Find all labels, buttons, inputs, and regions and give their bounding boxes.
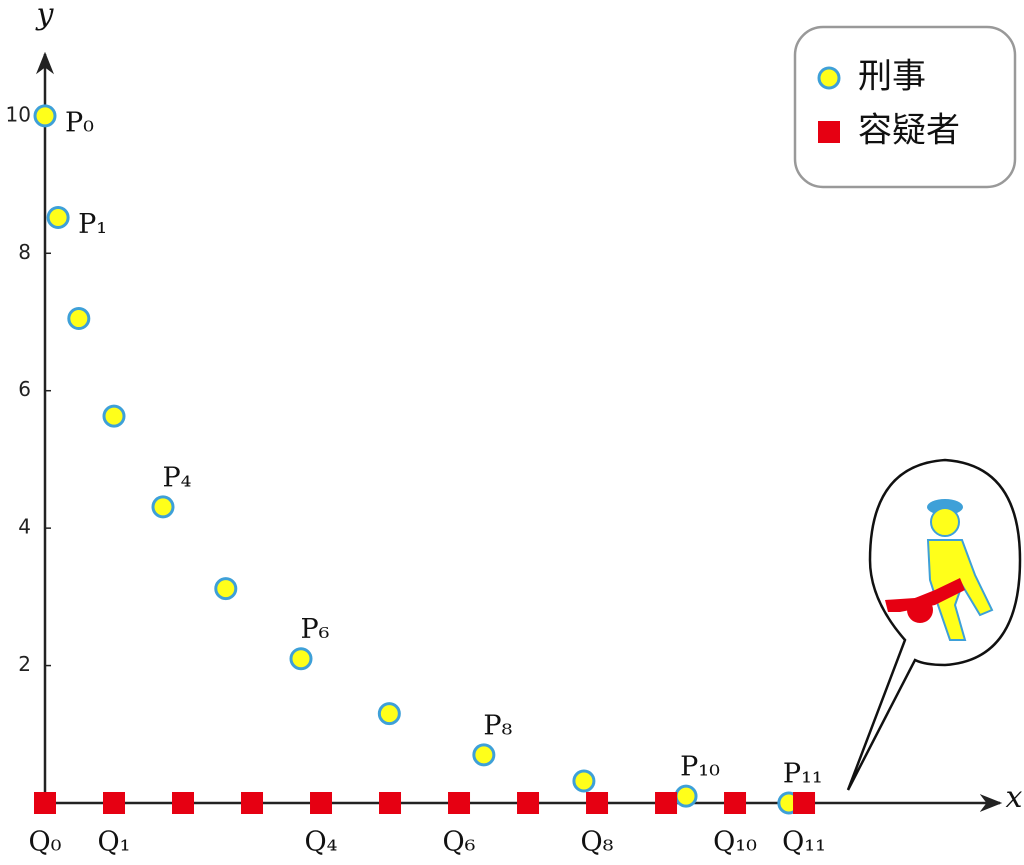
suspect-marker bbox=[172, 792, 195, 814]
y-tick-label: 8 bbox=[18, 240, 31, 264]
suspect-marker bbox=[793, 792, 816, 814]
detective-marker bbox=[151, 495, 175, 519]
detective-marker bbox=[472, 743, 496, 767]
detective-marker bbox=[674, 784, 698, 808]
suspect-marker bbox=[241, 792, 264, 814]
point-label: Q₁₀ bbox=[713, 827, 757, 858]
detective-marker bbox=[572, 769, 596, 793]
marks: P₀ P₁ P₄ P₆ P₈ P₁₀ P₁₁ Q₀ Q₁ Q₄ Q₆ Q₈ Q₁₀ Q₁₁ bbox=[29, 104, 826, 858]
x-axis-label: x bbox=[1006, 780, 1023, 815]
point-label: P₀ bbox=[65, 107, 94, 138]
point-label: P₆ bbox=[301, 614, 330, 645]
y-axis-label: y bbox=[35, 0, 55, 32]
point-label: Q₁₁ bbox=[782, 827, 826, 858]
legend-marker bbox=[817, 66, 841, 90]
point-label: Q₁ bbox=[98, 827, 131, 858]
detective-marker bbox=[33, 104, 57, 128]
detective-marker bbox=[214, 577, 238, 601]
y-tick-label: 2 bbox=[18, 652, 31, 676]
point-label: P₁₁ bbox=[783, 759, 823, 790]
speech-bubble bbox=[846, 458, 1022, 791]
y-tick-label: 6 bbox=[18, 377, 31, 401]
point-label: P₁₀ bbox=[680, 752, 720, 783]
point-label: Q₆ bbox=[443, 827, 476, 858]
detective-marker bbox=[67, 307, 91, 331]
point-label: Q₈ bbox=[581, 827, 614, 858]
suspect-marker bbox=[724, 792, 747, 814]
legend-label: 刑事 bbox=[858, 57, 926, 97]
detective-marker bbox=[46, 206, 70, 230]
point-label: P₈ bbox=[483, 710, 512, 741]
y-tick-label: 4 bbox=[18, 515, 31, 539]
y-tick-label: 10 bbox=[6, 102, 31, 126]
point-label: Q₄ bbox=[305, 827, 338, 858]
detective-marker bbox=[289, 647, 313, 671]
legend-marker bbox=[818, 121, 840, 143]
suspect-marker bbox=[103, 792, 126, 814]
suspect-marker bbox=[655, 792, 678, 814]
suspect-marker bbox=[310, 792, 333, 814]
suspect-marker bbox=[34, 792, 56, 814]
point-label: P₁ bbox=[78, 209, 107, 240]
suspect-marker bbox=[448, 792, 471, 814]
suspect-marker bbox=[517, 792, 540, 814]
detective-marker bbox=[102, 404, 126, 428]
point-label: P₄ bbox=[162, 462, 191, 493]
legend-box bbox=[793, 25, 1017, 189]
legend-label: 容疑者 bbox=[858, 111, 960, 151]
point-label: Q₀ bbox=[29, 827, 62, 858]
detective-marker bbox=[377, 702, 401, 726]
suspect-marker bbox=[379, 792, 402, 814]
suspect-marker bbox=[586, 792, 609, 814]
